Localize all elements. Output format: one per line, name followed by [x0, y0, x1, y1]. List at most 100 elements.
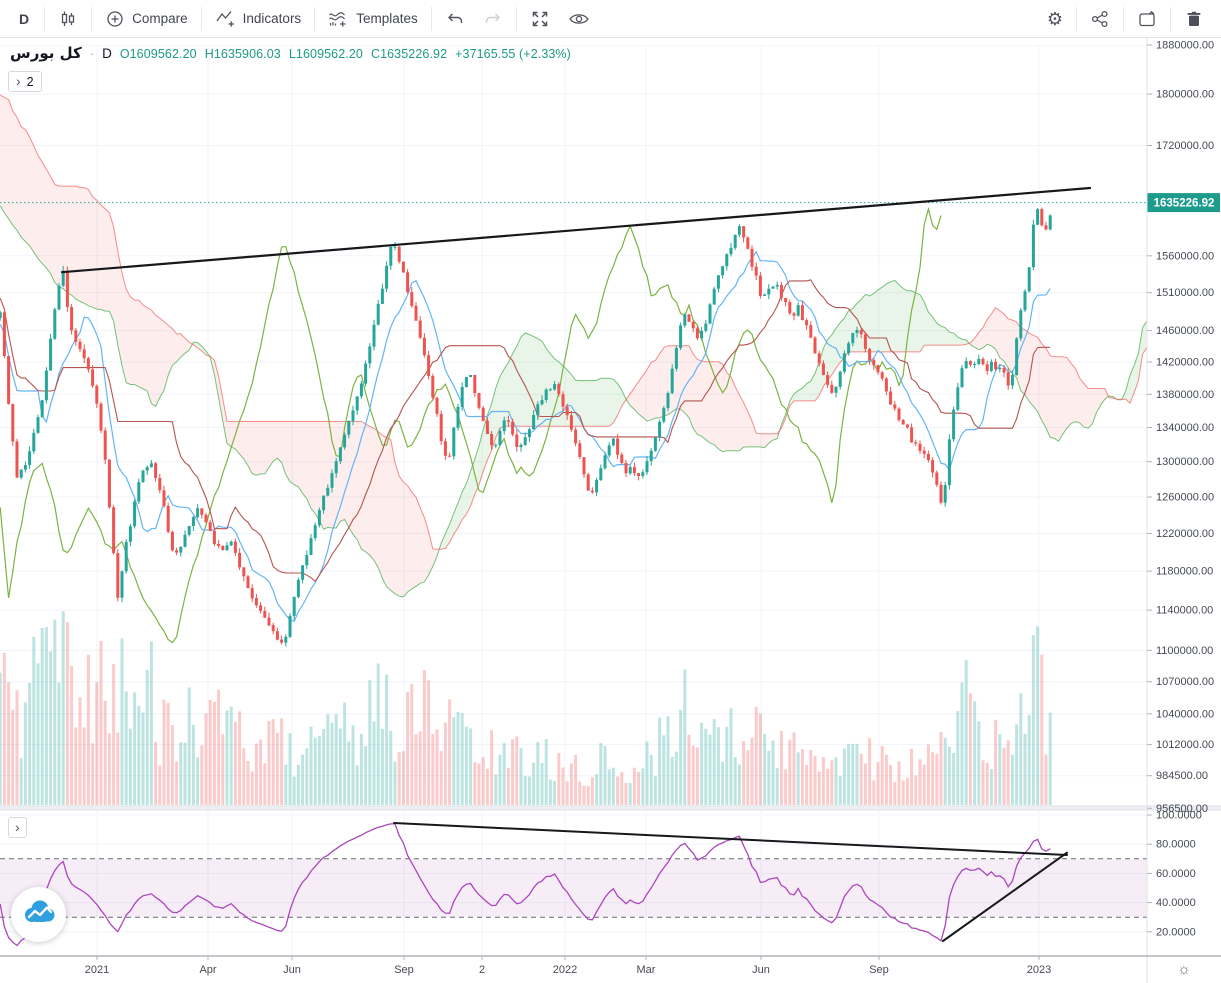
svg-text:2021: 2021	[85, 964, 109, 976]
sun-icon: ☼	[1177, 961, 1191, 978]
ohlc-values: O1609562.20 H1635906.03 L1609562.20 C163…	[120, 47, 571, 61]
candles	[0, 207, 1052, 647]
toolbar-separator	[515, 6, 517, 31]
toolbar-separator	[1076, 6, 1077, 31]
svg-text:Mar: Mar	[637, 964, 656, 976]
snapshot-icon	[1137, 9, 1157, 29]
svg-text:Sep: Sep	[394, 964, 414, 976]
price-axis[interactable]: 1880000.00 1800000.00 1720000.00 1560000.00…	[1147, 40, 1214, 939]
svg-text:1220000.00: 1220000.00	[1156, 528, 1214, 540]
interval-button[interactable]: D	[8, 6, 40, 32]
rsi-line	[0, 823, 1051, 947]
fullscreen-icon	[530, 9, 550, 29]
trash-icon	[1184, 9, 1204, 29]
time-axis-sun-icon[interactable]: ☼	[1148, 957, 1220, 982]
eye-button[interactable]	[559, 4, 599, 34]
svg-text:1510000.00: 1510000.00	[1156, 287, 1214, 299]
svg-text:1420000.00: 1420000.00	[1156, 357, 1214, 369]
chevron-right-icon: ›	[15, 818, 20, 835]
chevron-right-icon: ›	[16, 72, 21, 89]
svg-text:1880000.00: 1880000.00	[1156, 40, 1214, 52]
open-value: O1609562.20	[119, 47, 197, 61]
toolbar-separator	[200, 6, 202, 31]
redo-icon	[483, 9, 503, 29]
svg-text:1180000.00: 1180000.00	[1156, 566, 1213, 578]
rsi-descending-trendline[interactable]	[393, 822, 1068, 856]
svg-text:1800000.00: 1800000.00	[1156, 89, 1214, 101]
plus-circle-icon	[105, 9, 125, 29]
svg-text:2022: 2022	[553, 964, 577, 976]
volume-bars	[0, 611, 1052, 805]
templates-button[interactable]: Templates	[319, 4, 427, 34]
rsi-ascending-trendline[interactable]	[942, 851, 1068, 942]
svg-text:984500.00: 984500.00	[1156, 770, 1208, 782]
svg-text:1380000.00: 1380000.00	[1156, 389, 1214, 401]
close-value: C1635226.92	[370, 47, 448, 61]
svg-text:1560000.00: 1560000.00	[1156, 250, 1214, 262]
svg-text:1300000.00: 1300000.00	[1156, 456, 1214, 468]
svg-text:1040000.00: 1040000.00	[1156, 708, 1214, 720]
compare-label: Compare	[132, 11, 188, 26]
high-value: H1635906.03	[204, 47, 281, 61]
share-button[interactable]	[1081, 4, 1119, 34]
settings-button[interactable]: ⚙	[1038, 5, 1072, 33]
indicator-count-badge: 2	[26, 74, 34, 89]
chart-style-button[interactable]	[49, 4, 87, 34]
pane-separator[interactable]	[0, 806, 1221, 810]
time-axis[interactable]: 2021 Apr Jun Sep 2 2022 Mar Jun Sep 2023	[85, 956, 1051, 976]
svg-text:2023: 2023	[1027, 964, 1051, 976]
snapshot-button[interactable]	[1128, 4, 1166, 34]
svg-text:80.0000: 80.0000	[1156, 839, 1196, 851]
fullscreen-button[interactable]	[521, 4, 559, 34]
toolbar-separator	[314, 6, 316, 31]
cloud-chart-icon	[19, 892, 59, 937]
toolbar-left: D Compare	[8, 4, 599, 34]
candlestick-icon	[58, 9, 78, 29]
rsi-pane[interactable]	[0, 810, 1147, 955]
toolbar-separator	[91, 6, 93, 31]
share-icon	[1090, 9, 1110, 29]
chart-canvas[interactable]: 1880000.00 1800000.00 1720000.00 1560000.00…	[0, 38, 1221, 983]
delete-button[interactable]	[1175, 4, 1213, 34]
indicators-button[interactable]: Indicators	[206, 4, 311, 34]
kijun-line	[0, 279, 1051, 583]
last-price-badge: 1635226.92	[1147, 193, 1220, 213]
svg-text:Jun: Jun	[752, 964, 770, 976]
gear-icon: ⚙	[1046, 8, 1063, 29]
main-pane[interactable]	[0, 45, 1151, 808]
main-trendline[interactable]	[60, 186, 1092, 274]
svg-text:956500.00: 956500.00	[1156, 803, 1208, 815]
svg-text:1460000.00: 1460000.00	[1156, 325, 1214, 337]
svg-text:40.0000: 40.0000	[1156, 897, 1196, 909]
toolbar-separator	[430, 6, 432, 31]
compare-button[interactable]: Compare	[96, 4, 197, 34]
svg-text:1260000.00: 1260000.00	[1156, 492, 1214, 504]
svg-text:1720000.00: 1720000.00	[1156, 140, 1214, 152]
chikou-line	[0, 206, 942, 644]
top-toolbar: D Compare	[0, 0, 1221, 38]
svg-text:1100000.00: 1100000.00	[1156, 645, 1213, 657]
svg-text:100.0000: 100.0000	[1156, 810, 1202, 822]
chart-area: 1880000.00 1800000.00 1720000.00 1560000.00…	[0, 38, 1221, 983]
svg-text:Sep: Sep	[869, 964, 889, 976]
rsi-band	[0, 858, 1147, 918]
senkou-a-line	[0, 205, 1147, 598]
redo-button[interactable]	[474, 4, 512, 34]
legend-separator: ·	[89, 46, 95, 61]
indicators-label: Indicators	[242, 11, 302, 26]
broker-logo	[11, 887, 66, 942]
svg-text:Apr: Apr	[199, 964, 216, 976]
main-indicators-collapse-button[interactable]: › 2	[8, 71, 42, 92]
symbol-name[interactable]: كل بورس	[10, 44, 82, 62]
templates-icon	[328, 9, 349, 29]
svg-text:20.0000: 20.0000	[1156, 926, 1196, 938]
svg-text:2: 2	[479, 964, 485, 976]
templates-label: Templates	[356, 11, 418, 26]
svg-text:1012000.00: 1012000.00	[1156, 739, 1214, 751]
svg-text:1635226.92: 1635226.92	[1154, 198, 1215, 210]
undo-button[interactable]	[436, 4, 474, 34]
rsi-collapse-button[interactable]: ›	[8, 817, 27, 838]
toolbar-separator	[44, 6, 46, 31]
svg-text:1340000.00: 1340000.00	[1156, 422, 1214, 434]
